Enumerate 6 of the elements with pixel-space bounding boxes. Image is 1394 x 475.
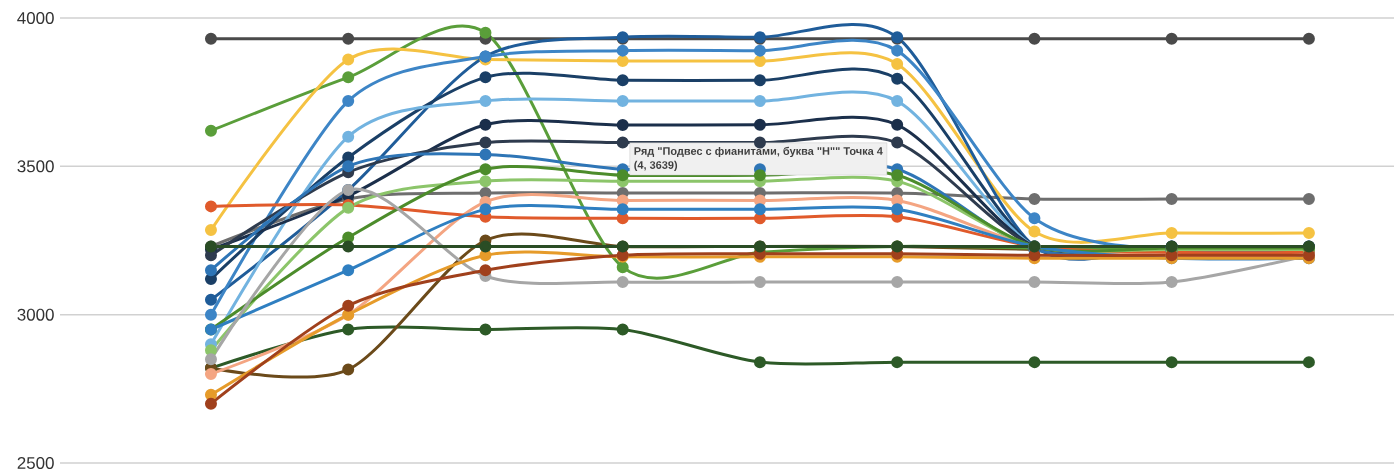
y-tick-label: 3500 [17,160,54,173]
annotation: Ряд "Подвес с фианитами, буква "Н"" Точка 4 [634,146,883,158]
annotation: (4, 3639) [634,160,678,172]
y-tick-label: 4000 [17,12,54,24]
y-tick-label: 2500 [17,457,54,469]
y-tick-label: 3000 [17,308,54,321]
